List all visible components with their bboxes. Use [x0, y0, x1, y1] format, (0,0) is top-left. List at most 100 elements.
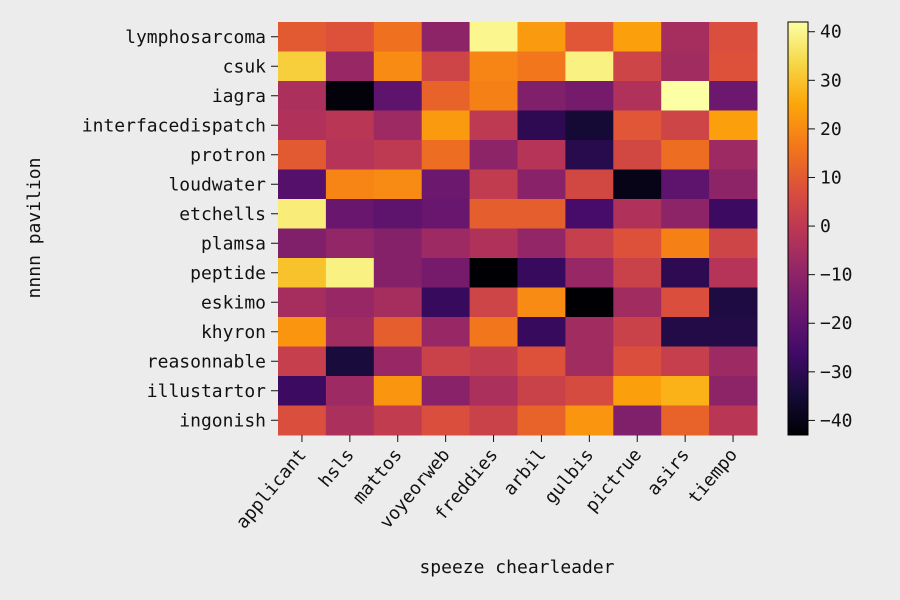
- heatmap-cell: [517, 376, 566, 406]
- heatmap-cell: [661, 169, 710, 200]
- y-axis-label: nnnn pavilion: [24, 158, 45, 299]
- y-tick-label: loudwater: [168, 174, 266, 195]
- heatmap-cell: [565, 169, 614, 200]
- heatmap-cell: [421, 110, 471, 141]
- heatmap-cell: [469, 199, 518, 229]
- heatmap-cell: [373, 110, 423, 141]
- heatmap-cell: [709, 287, 758, 318]
- heatmap-cell: [278, 317, 327, 347]
- heatmap-cell: [373, 287, 423, 318]
- heatmap-cell: [278, 376, 327, 406]
- heatmap-cell: [565, 346, 614, 377]
- heatmap-cell: [373, 258, 423, 288]
- heatmap-cell: [278, 228, 327, 259]
- heatmap-cell: [278, 258, 327, 288]
- heatmap-cell: [613, 140, 662, 170]
- colorbar-tick-label: 40: [820, 22, 842, 43]
- heatmap-cell: [325, 169, 375, 200]
- heatmap-cell: [469, 169, 518, 200]
- y-tick-label: eskimo: [201, 292, 266, 313]
- colorbar-tick-label: −10: [820, 265, 853, 286]
- heatmap-cell: [469, 405, 518, 436]
- colorbar-tick-label: 30: [820, 70, 842, 91]
- y-tick-label: lymphosarcoma: [125, 27, 266, 48]
- heatmap-cell: [613, 81, 662, 111]
- heatmap-cell: [709, 22, 758, 52]
- colorbar-tick-label: −40: [820, 410, 853, 431]
- heatmap-cell: [325, 140, 375, 170]
- heatmap-cell: [709, 346, 758, 377]
- heatmap-cell: [613, 346, 662, 377]
- heatmap-cell: [613, 376, 662, 406]
- heatmap-cell: [613, 169, 662, 200]
- x-tick-label: tiempo: [684, 445, 742, 508]
- heatmap-cell: [469, 110, 518, 141]
- heatmap-cell: [325, 22, 375, 52]
- x-axis-label: speeze chearleader: [419, 557, 614, 578]
- y-tick-label: etchells: [179, 204, 266, 225]
- y-tick-label: ingonish: [179, 410, 266, 431]
- heatmap-cell: [661, 376, 710, 406]
- heatmap-cell: [661, 317, 710, 347]
- heatmap-cell: [278, 405, 327, 436]
- heatmap-cell: [325, 228, 375, 259]
- x-tick-label: applicant: [232, 445, 311, 533]
- heatmap-cell: [517, 405, 566, 436]
- heatmap-cell: [565, 81, 614, 111]
- y-axis-ticks: lymphosarcoma csuk iagra interfacedispatch p…: [82, 27, 278, 431]
- heatmap-cell: [613, 228, 662, 259]
- heatmap-cell: [661, 81, 710, 111]
- heatmap-cell: [278, 140, 327, 170]
- heatmap-cell: [325, 346, 375, 377]
- heatmap-cell: [517, 287, 566, 318]
- heatmap-cell: [613, 258, 662, 288]
- y-tick-label: reasonnable: [147, 351, 266, 372]
- heatmap-cell: [325, 317, 375, 347]
- heatmap-cell: [373, 140, 423, 170]
- y-tick-label: iagra: [212, 86, 266, 107]
- heatmap-cell: [661, 346, 710, 377]
- heatmap-cell: [421, 376, 471, 406]
- heatmap-cell: [565, 376, 614, 406]
- heatmap-cell: [278, 169, 327, 200]
- heatmap-cell: [278, 22, 327, 52]
- heatmap-cell: [661, 51, 710, 82]
- y-tick-label: csuk: [223, 56, 267, 77]
- heatmap-cell: [709, 199, 758, 229]
- heatmap-cell: [661, 199, 710, 229]
- heatmap-cell: [613, 287, 662, 318]
- heatmap-cell: [517, 140, 566, 170]
- y-tick-label: plamsa: [201, 233, 266, 254]
- heatmap-cell: [517, 258, 566, 288]
- heatmap-cell: [565, 110, 614, 141]
- colorbar: [787, 21, 809, 436]
- heatmap-cell: [709, 228, 758, 259]
- heatmap-cell: [373, 346, 423, 377]
- heatmap-cell: [517, 110, 566, 141]
- y-tick-label: illustartor: [147, 381, 266, 402]
- heatmap-cell: [517, 22, 566, 52]
- heatmap-cell: [421, 169, 471, 200]
- heatmap-cell: [278, 287, 327, 318]
- heatmap-cell: [613, 317, 662, 347]
- heatmap-cell: [421, 199, 471, 229]
- y-tick-label: khyron: [201, 322, 266, 343]
- heatmap-cell: [565, 140, 614, 170]
- heatmap-cell: [278, 346, 327, 377]
- heatmap-cell: [421, 287, 471, 318]
- heatmap-cell: [709, 376, 758, 406]
- heatmap-cell: [469, 81, 518, 111]
- heatmap-cell: [565, 317, 614, 347]
- colorbar-tick-label: 10: [820, 167, 842, 188]
- heatmap-cell: [421, 317, 471, 347]
- heatmap-cell: [709, 110, 758, 141]
- heatmap-cell: [469, 258, 518, 288]
- heatmap-cell: [565, 258, 614, 288]
- heatmap-cell: [661, 22, 710, 52]
- heatmap-cell: [565, 199, 614, 229]
- heatmap-cell: [421, 51, 471, 82]
- heatmap-cell: [325, 258, 375, 288]
- colorbar-ticks: 40 30 20 10 0 −10 −20 −30 −40: [808, 22, 853, 431]
- heatmap-cell: [517, 81, 566, 111]
- heatmap-cell: [469, 346, 518, 377]
